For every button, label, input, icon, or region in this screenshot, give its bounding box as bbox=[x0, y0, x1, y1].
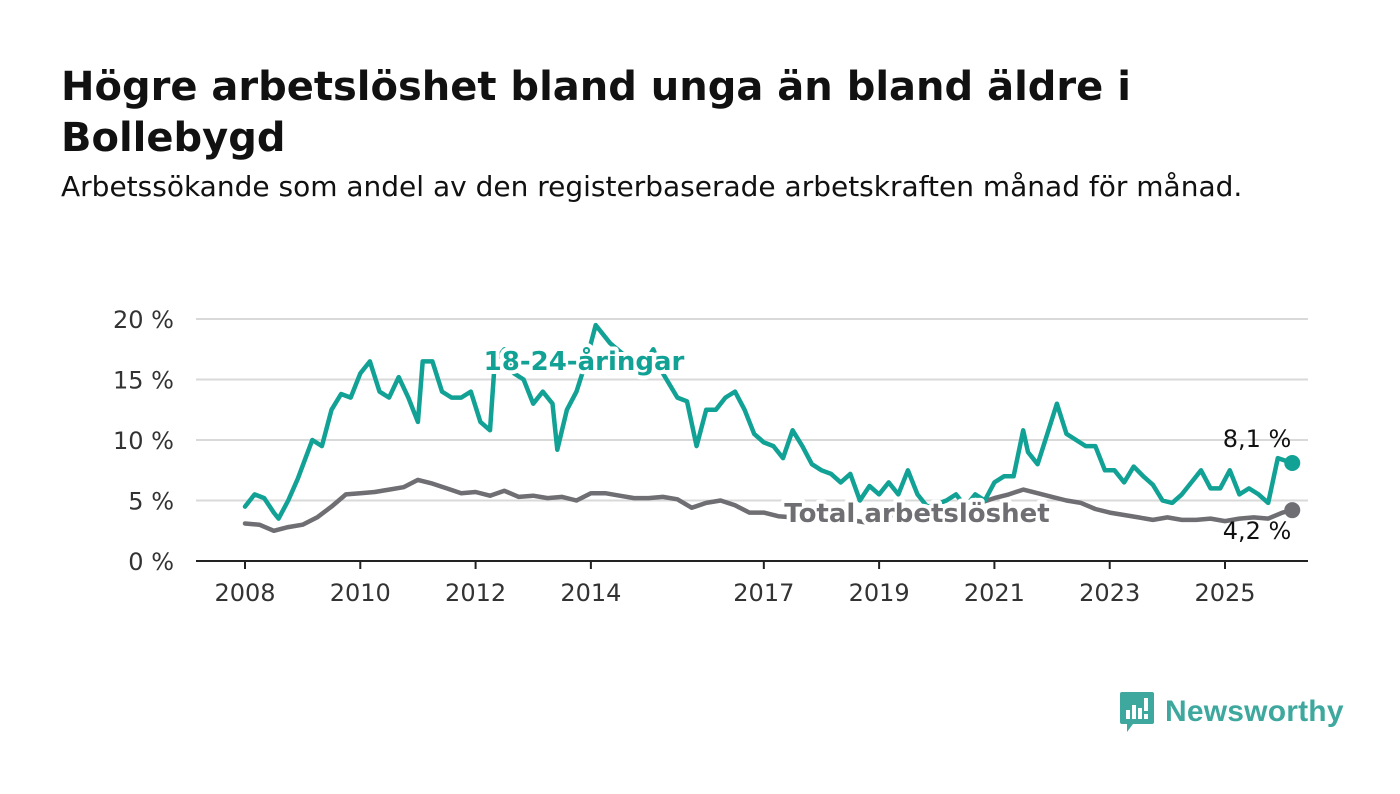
y-tick-label: 5 % bbox=[128, 488, 174, 516]
x-tick-label: 2023 bbox=[1079, 579, 1140, 607]
end-value-label: 8,1 % bbox=[1223, 425, 1292, 453]
y-tick-label: 15 % bbox=[113, 367, 174, 395]
series-lines bbox=[242, 322, 1301, 534]
series-line bbox=[242, 477, 1295, 534]
series-line bbox=[242, 322, 1295, 521]
series-label: Total arbetslöshet bbox=[784, 499, 1049, 529]
grid-lines bbox=[196, 318, 1308, 562]
newsworthy-logo-icon bbox=[1120, 692, 1154, 732]
y-tick-label: 0 % bbox=[128, 548, 174, 576]
y-axis-ticks: 0 % 5 % 10 % 15 % 20 % bbox=[113, 306, 174, 576]
x-tick-label: 2025 bbox=[1194, 579, 1255, 607]
x-tick-label: 2019 bbox=[849, 579, 910, 607]
brand-name: Newsworthy bbox=[1165, 695, 1344, 728]
end-value-label: 4,2 % bbox=[1223, 517, 1292, 545]
x-tick-label: 2012 bbox=[445, 579, 506, 607]
end-point-marker bbox=[1284, 502, 1301, 519]
x-tick-label: 2017 bbox=[733, 579, 794, 607]
brand-logo: Newsworthy bbox=[1119, 690, 1344, 734]
x-tick-label: 2021 bbox=[964, 579, 1025, 607]
end-point-marker bbox=[1284, 454, 1301, 471]
x-tick-label: 2014 bbox=[560, 579, 621, 607]
series-label: 18-24-åringar bbox=[484, 345, 685, 377]
x-tick-label: 2008 bbox=[214, 579, 275, 607]
x-axis-ticks: 2008 2010 2012 2014 2017 2019 2021 2023 2025 bbox=[214, 561, 1256, 607]
chart-title: Högre arbetslöshet bland unga än bland ä… bbox=[61, 64, 1131, 161]
x-tick-label: 2010 bbox=[330, 579, 391, 607]
y-tick-label: 20 % bbox=[113, 306, 174, 334]
chart-subtitle: Arbetssökande som andel av den registerb… bbox=[61, 170, 1243, 203]
y-tick-label: 10 % bbox=[113, 427, 174, 455]
series-labels: 18-24-åringar Total arbetslöshet 8,1 % 4,2 … bbox=[480, 341, 1292, 545]
